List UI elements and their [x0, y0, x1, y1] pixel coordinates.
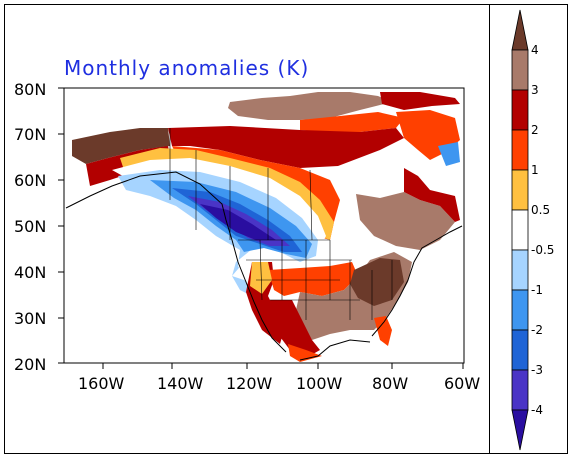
lon-label-100w: 100W [296, 374, 343, 393]
colorbar-label-4: 4 [531, 43, 539, 57]
colorbar-m1-m05 [511, 249, 529, 291]
lon-label-60w: 60W [444, 374, 481, 393]
florida-orange [374, 316, 392, 346]
colorbar-3-4 [511, 49, 529, 91]
colorbar-label-m3: -3 [531, 363, 543, 377]
lat-label-60n: 60N [14, 171, 47, 190]
lat-label-50n: 50N [14, 217, 47, 236]
colorbar-2-3 [511, 89, 529, 131]
east-canada-brown [356, 192, 455, 250]
colorbar-label-1: 1 [531, 163, 539, 177]
axis-ticks [58, 87, 464, 369]
colorbar-m3-m2 [511, 329, 529, 371]
arctic-island-red [380, 92, 460, 110]
southwest-red [270, 300, 320, 358]
arctic-island-orange [300, 112, 404, 132]
colorbar-label-3: 3 [531, 83, 539, 97]
lat-label-80n: 80N [14, 80, 47, 99]
figure-frame [4, 4, 568, 454]
lat-label-30n: 30N [14, 309, 47, 328]
map-title: Monthly anomalies (K) [64, 56, 310, 80]
colorbar-label-m05: -0.5 [531, 243, 555, 257]
lon-label-140w: 140W [157, 374, 204, 393]
colorbar-label-05: 0.5 [531, 203, 551, 217]
greenland-white [338, 156, 418, 198]
us-central-orange [268, 262, 358, 296]
colorbar-m2-m1 [511, 289, 529, 331]
lat-label-70n: 70N [14, 125, 47, 144]
colorbar-top-arrow [511, 9, 529, 51]
colorbar-label-2: 2 [531, 123, 539, 137]
colorbar-divider [489, 4, 490, 454]
colorbar-1-2 [511, 129, 529, 171]
lat-label-20n: 20N [14, 355, 47, 374]
anomaly-field [65, 92, 463, 362]
white-cold-edge [112, 158, 326, 250]
canada-borders [169, 128, 313, 241]
colorbar [511, 9, 529, 451]
lon-label-80w: 80W [372, 374, 409, 393]
colorbar-bottom-arrow [511, 409, 529, 451]
alaska-brown [72, 128, 170, 164]
arctic-island-cells [228, 92, 392, 120]
colorbar-m4-m3 [511, 369, 529, 411]
lon-label-160w: 160W [78, 374, 125, 393]
colorbar-label-m1: -1 [531, 283, 543, 297]
colorbar-label-m2: -2 [531, 323, 543, 337]
state-borders [238, 239, 393, 320]
colorbar-neutral [511, 209, 529, 251]
coastline [65, 171, 463, 361]
lat-label-40n: 40N [14, 263, 47, 282]
canada-red-band [168, 126, 404, 168]
colorbar-label-m4: -4 [531, 403, 543, 417]
east-canada-red [404, 168, 460, 222]
us-deep-brown-ne [350, 258, 404, 306]
colorbar-05-1 [511, 169, 529, 211]
lon-label-120w: 120W [226, 374, 273, 393]
blue-patch-ne [438, 142, 460, 166]
deepest-cold-core [200, 204, 276, 240]
